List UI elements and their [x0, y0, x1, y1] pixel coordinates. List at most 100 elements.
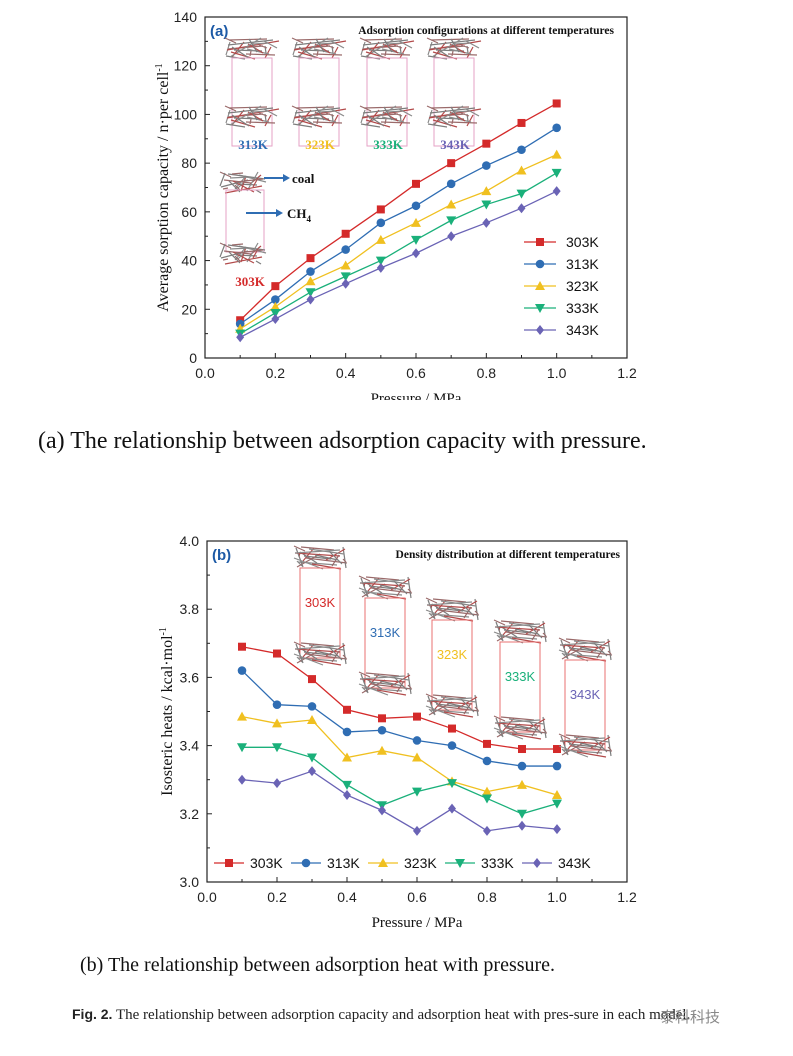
data-point-333K [237, 743, 247, 753]
legend-label-323K: 323K [404, 855, 437, 871]
y-tick-label: 20 [181, 301, 197, 317]
data-point-343K [552, 186, 561, 197]
y-axis-label-superscript: -1 [154, 63, 165, 71]
x-tick-label: 0.0 [197, 889, 217, 905]
inset-temperature-label: 303K [235, 274, 266, 289]
caption-b: (b) The relationship between adsorption … [80, 954, 556, 976]
inset-temperature-label: 343K [570, 687, 601, 702]
legend-label-303K: 303K [566, 234, 599, 250]
data-point-313K [447, 741, 457, 750]
data-point-323K [237, 711, 247, 721]
coal-slab-top-inset [493, 619, 548, 644]
data-point-343K [413, 825, 421, 836]
simulation-box-outline [364, 597, 406, 689]
data-point-313K [482, 161, 491, 170]
data-point-343K [376, 262, 385, 273]
data-point-343K [412, 248, 420, 259]
panel-label: (b) [212, 547, 231, 564]
coal-slab-bottom-inset [224, 105, 280, 128]
legend-label-313K: 313K [566, 256, 599, 272]
series-line-313K [239, 127, 558, 325]
y-tick-label: 3.4 [180, 738, 200, 754]
data-point-333K [446, 216, 457, 226]
coal-slab-bottom-inset [358, 671, 413, 696]
data-point-333K [412, 787, 422, 797]
data-point-323K [305, 276, 316, 286]
panel-label: (a) [210, 23, 228, 40]
x-tick-label: 0.6 [406, 365, 426, 381]
data-point-333K [270, 308, 281, 318]
y-axis-label: Average sorption capacity / n·per cell-1 [154, 63, 172, 311]
chart-b: 0.0 0.2 0.4 0.6 0.8 1.0 1.2 3.0 3.2 3.4 3.6 3.8 4.0 P… [158, 533, 637, 931]
y-tick-label: 3.6 [180, 669, 200, 685]
legend-marker-333K [455, 859, 465, 868]
data-point-323K [307, 715, 317, 725]
series-line-333K [242, 746, 558, 815]
data-point-323K [377, 745, 387, 755]
legend-label-323K: 323K [566, 278, 599, 294]
x-tick-label: 1.2 [617, 889, 637, 905]
data-point-343K [341, 278, 350, 289]
y-tick-label: 3.2 [180, 806, 200, 822]
inset-temperature-label: 303K [305, 595, 336, 610]
data-point-333K [272, 743, 282, 753]
legend-marker-303K [225, 859, 233, 867]
coal-slab-top-inset [219, 171, 267, 194]
data-point-343K [273, 778, 281, 789]
coal-slab-bottom-inset [493, 715, 548, 740]
data-point-313K [517, 761, 527, 771]
data-point-303K [343, 705, 351, 714]
data-point-343K [236, 332, 245, 343]
data-point-343K [271, 314, 280, 325]
data-point-313K [307, 702, 317, 711]
x-tick-label: 0.4 [337, 889, 357, 905]
series-line-333K [239, 172, 557, 335]
y-tick-label: 120 [174, 58, 198, 74]
coal-slab-bottom-inset [426, 105, 482, 128]
simulation-box-outline [366, 57, 408, 147]
data-point-303K [447, 159, 456, 168]
data-point-333K [375, 256, 386, 266]
series-line-323K [239, 154, 557, 330]
data-point-323K [516, 165, 527, 175]
y-tick-label: 3.0 [180, 874, 200, 890]
data-point-313K [237, 666, 247, 675]
simulation-box-outline [499, 641, 541, 733]
data-point-333K [517, 809, 527, 819]
coal-slab-top-inset [358, 575, 413, 600]
x-tick-label: 0.0 [195, 365, 215, 381]
data-point-333K [482, 794, 492, 804]
x-tick-label: 1.2 [617, 365, 637, 381]
x-tick-label: 0.4 [336, 365, 356, 381]
series-line-323K [241, 715, 558, 796]
x-tick-label: 0.2 [267, 889, 287, 905]
y-tick-label: 60 [181, 204, 197, 220]
coal-slab-top-inset [359, 37, 415, 60]
legend-marker-323K [378, 858, 388, 867]
inset-temperature-label: 313K [370, 625, 401, 640]
data-point-333K [307, 753, 317, 763]
data-point-303K [376, 205, 385, 214]
legend-label-333K: 333K [566, 300, 599, 316]
coal-arrow-head [283, 174, 290, 182]
data-point-303K [483, 739, 491, 748]
data-point-333K [551, 168, 562, 178]
data-point-333K [447, 779, 457, 789]
data-point-333K [411, 235, 421, 245]
series-line-343K [241, 770, 558, 832]
data-point-323K [272, 718, 282, 728]
y-tick-label: 0 [189, 350, 197, 366]
inset-temperature-label: 313K [238, 137, 269, 152]
coal-slab-bottom-inset [558, 733, 613, 758]
legend-marker-343K [536, 325, 544, 335]
inset-temperature-label: 333K [373, 137, 404, 152]
y-tick-label: 140 [174, 9, 198, 25]
data-point-343K [447, 231, 456, 242]
legend-marker-303K [536, 238, 544, 246]
data-point-323K [375, 234, 386, 244]
coal-slab-bottom-inset [359, 105, 415, 128]
simulation-box-outline [433, 57, 475, 147]
data-point-333K [552, 799, 562, 809]
inset-temperature-label: 323K [437, 647, 468, 662]
data-point-333K [481, 200, 492, 210]
